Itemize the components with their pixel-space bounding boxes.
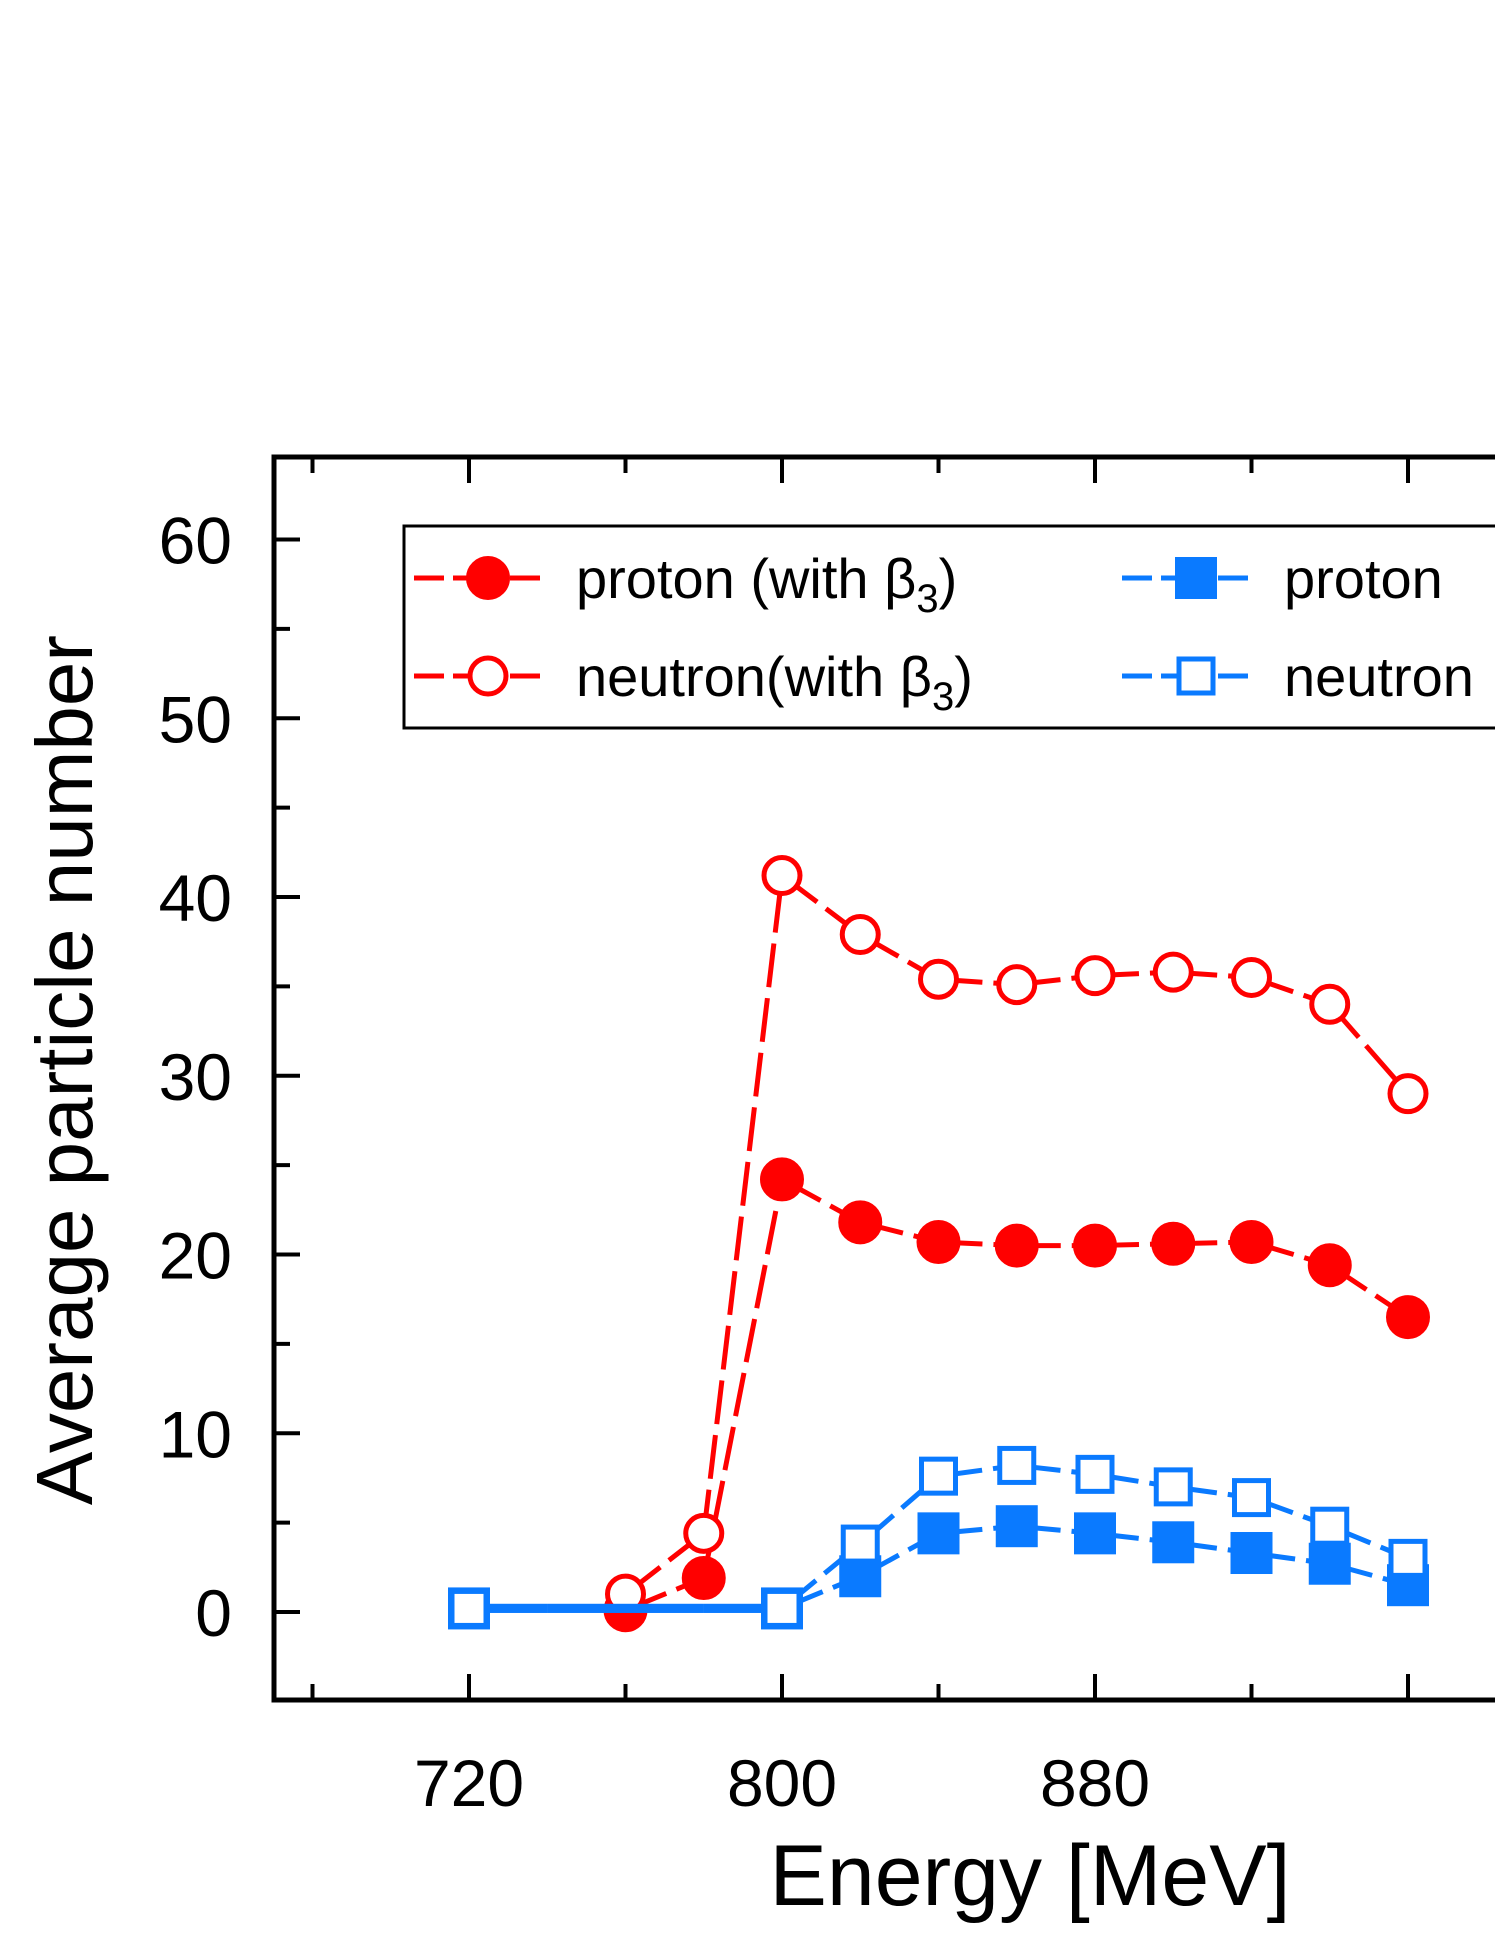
data-point: [1308, 1542, 1351, 1585]
legend-entry: proton (with β3): [414, 547, 957, 621]
data-point: [918, 958, 959, 1000]
data-point: [1229, 1219, 1274, 1264]
labels-layer: Energy [MeV] Average particle number: [20, 635, 1291, 1924]
y-tick-label: 60: [159, 504, 232, 578]
x-tick-label: 800: [727, 1746, 837, 1820]
data-point: [760, 1157, 804, 1202]
plot-frame: [271, 454, 1495, 1703]
legend-entry: proton: [1122, 547, 1443, 610]
data-point: [1152, 951, 1194, 993]
data-point: [1151, 1221, 1196, 1266]
data-point: [683, 1512, 725, 1554]
data-point: [996, 964, 1038, 1006]
legend-marker: [466, 556, 510, 600]
data-point: [761, 855, 803, 897]
legend-box: [402, 524, 1495, 730]
legend-entry: neutron(with β3): [414, 645, 973, 719]
series-4: [449, 1445, 1428, 1628]
data-point: [1309, 983, 1351, 1025]
data-point: [1387, 1073, 1429, 1115]
y-axis-label: Average particle number: [20, 635, 109, 1505]
data-point: [1074, 1512, 1116, 1555]
legend-marker: [1176, 656, 1216, 696]
data-point: [1307, 1243, 1352, 1288]
ticks-layer: 720 800 880 0 10 20 30 40 50 60: [159, 457, 1410, 1820]
data-point: [1153, 1467, 1193, 1507]
x-tick-label: 880: [1040, 1746, 1150, 1820]
data-point: [838, 1200, 883, 1245]
data-point: [449, 1588, 489, 1628]
legend-label: neutron: [1284, 645, 1474, 708]
data-point: [1230, 1532, 1273, 1575]
data-point: [919, 1456, 958, 1496]
data-point: [681, 1556, 726, 1601]
data-point: [1074, 955, 1116, 997]
y-tick-label: 50: [159, 682, 232, 756]
data-point: [1152, 1521, 1195, 1564]
data-point: [1075, 1454, 1115, 1494]
y-tick-label: 40: [159, 861, 232, 935]
legend-marker: [1175, 557, 1217, 599]
legend-entry: neutron: [1122, 645, 1474, 708]
data-point: [839, 914, 881, 956]
data-point: [995, 1505, 1038, 1548]
data-point: [1386, 1295, 1430, 1340]
data-point: [917, 1512, 960, 1555]
data-point: [1388, 1538, 1428, 1578]
data-point: [840, 1524, 880, 1564]
axes-frame: [271, 454, 1495, 1703]
series-line-segment: [701, 875, 785, 1534]
data-point: [994, 1223, 1039, 1268]
y-tick-label: 0: [195, 1576, 232, 1650]
y-tick-label: 10: [159, 1397, 232, 1471]
x-tick-label: 720: [414, 1746, 524, 1820]
legend-marker: [467, 655, 509, 697]
legend: proton (with β3) neutron(with β3) proton ne…: [402, 524, 1495, 730]
data-point: [1073, 1223, 1117, 1268]
data-point: [997, 1445, 1037, 1485]
data-point: [1232, 1478, 1271, 1518]
legend-label: proton: [1284, 547, 1443, 610]
legend-label: neutron(with β3): [576, 645, 973, 719]
series-3: [448, 1505, 1429, 1630]
series-2: [605, 855, 1429, 1615]
data-point: [762, 1588, 802, 1628]
data-point: [1310, 1506, 1350, 1546]
y-tick-label: 20: [159, 1219, 232, 1293]
x-axis-label: Energy [MeV]: [770, 1828, 1291, 1924]
legend-label: proton (with β3): [576, 547, 957, 621]
y-tick-label: 30: [159, 1040, 232, 1114]
data-point: [1231, 956, 1272, 998]
series-line-segment: [701, 1178, 785, 1579]
data-point: [916, 1219, 961, 1264]
series-layer: [448, 855, 1430, 1633]
series-1: [603, 1157, 1430, 1633]
